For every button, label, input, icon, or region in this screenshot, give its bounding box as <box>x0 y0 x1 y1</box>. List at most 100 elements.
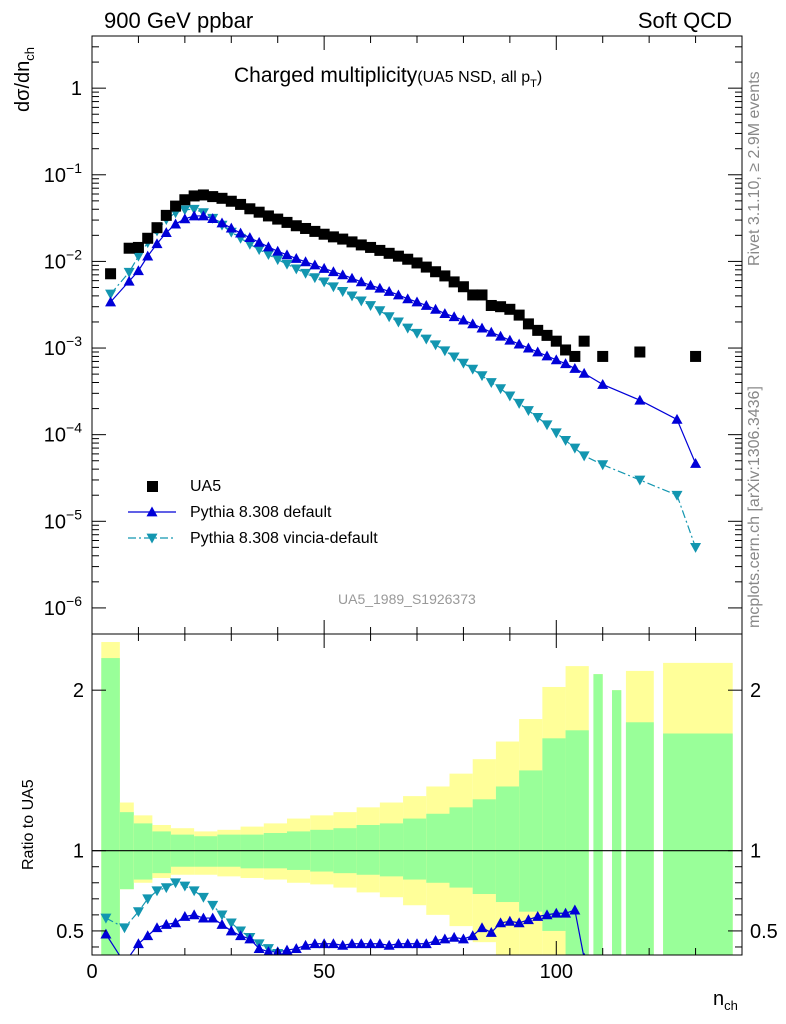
point-pythia-default <box>671 413 683 424</box>
point-pythia-vincia <box>513 398 525 409</box>
point-pythia-default <box>476 322 488 333</box>
point-pythia-vincia <box>337 287 349 297</box>
point-pythia-default <box>327 266 339 277</box>
ratio-point-pythia-vincia <box>132 907 144 918</box>
band-inner <box>152 831 171 874</box>
band-inner <box>565 730 589 955</box>
ratio-point-pythia-default <box>207 912 219 923</box>
point-pythia-default <box>346 272 358 283</box>
point-pythia-vincia <box>439 346 451 357</box>
point-pythia-default <box>532 346 544 357</box>
point-pythia-vincia <box>597 460 609 471</box>
point-ua5 <box>179 194 191 206</box>
point-ua5 <box>105 268 117 280</box>
point-pythia-default <box>281 249 293 260</box>
x-tick-label: 0 <box>86 961 97 983</box>
ratio-point-pythia-default <box>420 938 432 949</box>
point-pythia-vincia <box>355 296 367 307</box>
ratio-point-pythia-default <box>263 946 274 955</box>
point-pythia-vincia <box>411 328 423 339</box>
ratio-point-pythia-vincia <box>216 910 228 921</box>
point-pythia-default <box>188 210 200 221</box>
point-ua5 <box>170 200 182 212</box>
point-pythia-vincia <box>448 352 460 363</box>
ratio-point-pythia-vincia <box>188 886 200 897</box>
point-pythia-default <box>207 213 219 224</box>
point-ua5 <box>309 225 321 237</box>
point-pythia-vincia <box>532 413 544 423</box>
ratio-point-pythia-default <box>188 909 200 920</box>
rivet-version-text: Rivet 3.1.10, ≥ 2.9M events <box>746 71 763 266</box>
point-pythia-vincia <box>671 490 683 501</box>
point-ua5 <box>225 195 237 207</box>
point-pythia-default <box>235 227 247 238</box>
y-tick-label: 1 <box>71 78 82 100</box>
point-ua5 <box>188 190 200 202</box>
ratio-point-pythia-default <box>235 930 247 941</box>
point-ua5 <box>132 241 144 253</box>
point-ua5 <box>532 324 544 336</box>
point-pythia-default <box>560 358 572 369</box>
point-ua5 <box>272 213 284 225</box>
point-pythia-default <box>467 318 479 329</box>
point-ua5 <box>216 192 228 204</box>
ratio-point-pythia-default <box>179 910 191 921</box>
ratio-point-pythia-default <box>225 925 237 936</box>
band-inner <box>612 690 622 955</box>
point-ua5 <box>448 276 460 288</box>
ratio-point-pythia-default <box>142 930 154 941</box>
ratio-point-pythia-default <box>365 938 377 949</box>
ratio-point-pythia-default <box>244 933 256 944</box>
x-tick-label: 50 <box>313 961 335 983</box>
y-tick-label: 10−5 <box>44 506 82 533</box>
point-pythia-default <box>170 218 182 229</box>
ratio-point-pythia-default <box>170 917 182 928</box>
point-pythia-vincia <box>374 306 386 317</box>
ratio-point-pythia-default <box>430 935 442 945</box>
point-pythia-vincia <box>569 443 581 454</box>
ratio-point-pythia-vincia <box>119 923 130 934</box>
legend-marker-pythia-vincia <box>146 533 158 544</box>
header-energy: 900 GeV ppbar <box>104 8 254 33</box>
point-ua5 <box>318 228 330 240</box>
point-ua5 <box>430 266 442 278</box>
point-ua5 <box>253 206 265 218</box>
band-inner <box>663 733 733 955</box>
ratio-point-pythia-default <box>281 944 293 955</box>
point-pythia-default <box>522 342 534 353</box>
point-ua5 <box>467 289 479 301</box>
point-ua5 <box>235 198 247 210</box>
ratio-point-pythia-default <box>300 939 312 950</box>
y-axis-label-top: dσ/dnch <box>12 46 37 112</box>
point-ua5 <box>578 335 590 347</box>
point-pythia-vincia <box>634 475 646 486</box>
ratio-point-pythia-vincia <box>197 892 209 903</box>
point-ua5 <box>402 253 414 265</box>
point-pythia-vincia <box>281 259 293 270</box>
point-pythia-default <box>318 262 330 273</box>
point-pythia-default <box>142 250 154 261</box>
point-pythia-vincia <box>309 273 321 284</box>
ratio-point-pythia-default <box>346 938 358 949</box>
ratio-point-pythia-default <box>355 938 367 949</box>
point-pythia-default <box>634 394 646 405</box>
point-pythia-vincia <box>290 264 302 275</box>
ratio-point-pythia-default <box>439 933 451 944</box>
ratio-point-pythia-default <box>151 922 163 933</box>
point-pythia-default <box>485 326 497 337</box>
band-inner <box>194 836 218 867</box>
ratio-point-pythia-default <box>448 931 460 942</box>
point-pythia-default <box>430 303 442 314</box>
ratio-point-pythia-default <box>457 933 469 944</box>
band-inner <box>593 674 603 955</box>
band-inner <box>472 799 496 895</box>
ratio-y-tick-label: 2 <box>73 680 84 702</box>
point-pythia-vincia <box>300 268 312 279</box>
plot-title-sub: (UA5 NSD, all p <box>417 69 531 86</box>
ratio-y-tick-label-right: 2 <box>750 680 761 702</box>
point-pythia-default <box>411 296 423 307</box>
point-pythia-default <box>597 378 609 389</box>
point-ua5 <box>290 220 302 232</box>
y-tick-exponent: −1 <box>66 160 82 176</box>
